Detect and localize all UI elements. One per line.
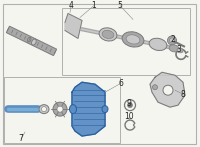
Ellipse shape bbox=[57, 106, 63, 112]
Text: 10: 10 bbox=[124, 112, 134, 121]
Text: 7: 7 bbox=[19, 135, 23, 143]
Bar bbox=[62, 7, 190, 75]
Ellipse shape bbox=[170, 38, 174, 43]
Ellipse shape bbox=[42, 107, 46, 112]
Text: 6: 6 bbox=[119, 79, 123, 88]
Ellipse shape bbox=[163, 85, 173, 95]
Ellipse shape bbox=[102, 106, 108, 113]
Text: 1: 1 bbox=[92, 1, 96, 10]
Ellipse shape bbox=[99, 28, 117, 41]
Ellipse shape bbox=[168, 36, 177, 45]
Ellipse shape bbox=[32, 39, 36, 45]
Ellipse shape bbox=[177, 48, 183, 53]
Ellipse shape bbox=[128, 103, 132, 108]
Ellipse shape bbox=[149, 38, 167, 51]
Polygon shape bbox=[65, 14, 82, 38]
Text: 4: 4 bbox=[69, 1, 73, 10]
Text: 8: 8 bbox=[181, 90, 185, 99]
Ellipse shape bbox=[53, 102, 67, 116]
Polygon shape bbox=[6, 26, 57, 55]
Text: 5: 5 bbox=[118, 1, 122, 10]
Ellipse shape bbox=[122, 32, 144, 47]
Ellipse shape bbox=[70, 105, 76, 114]
Text: 9: 9 bbox=[127, 98, 131, 108]
Text: 2: 2 bbox=[171, 35, 175, 44]
Ellipse shape bbox=[153, 85, 158, 90]
Polygon shape bbox=[150, 72, 185, 107]
Ellipse shape bbox=[39, 105, 49, 114]
Ellipse shape bbox=[126, 35, 140, 44]
Ellipse shape bbox=[102, 30, 114, 39]
Text: 3: 3 bbox=[177, 45, 181, 54]
Bar bbox=[4, 77, 120, 143]
Polygon shape bbox=[72, 82, 105, 136]
Ellipse shape bbox=[169, 45, 179, 52]
